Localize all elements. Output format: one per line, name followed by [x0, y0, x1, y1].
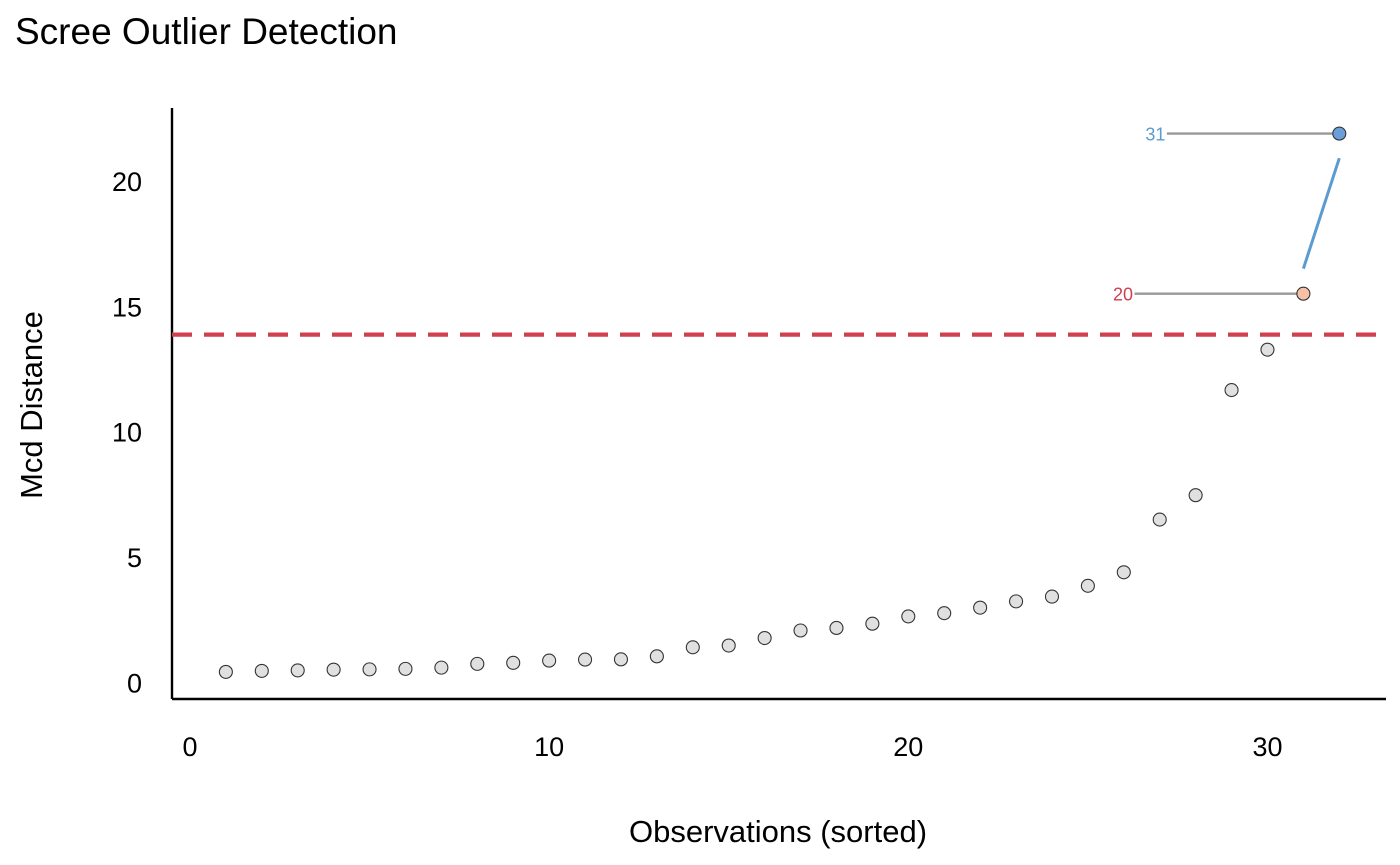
data-point	[901, 609, 916, 624]
data-point	[685, 640, 700, 655]
outlier-point	[1296, 286, 1311, 301]
data-point	[434, 660, 449, 675]
data-point	[1009, 594, 1024, 609]
data-point	[649, 649, 664, 664]
data-point	[1224, 383, 1239, 398]
y-tick-label: 20	[112, 167, 142, 197]
x-tick-label: 0	[182, 732, 197, 762]
data-point	[973, 600, 988, 615]
data-point	[577, 652, 593, 667]
data-point	[757, 630, 772, 646]
data-point	[218, 664, 233, 679]
data-point	[398, 661, 413, 676]
x-axis-title: Observations (sorted)	[629, 814, 927, 849]
data-point	[829, 620, 844, 636]
data-point	[1152, 512, 1167, 527]
y-tick-labels: 0 5 10 15 20	[112, 167, 142, 699]
x-tick-label: 10	[534, 732, 564, 762]
data-point	[542, 653, 557, 668]
data-point	[937, 606, 952, 621]
data-point	[1260, 342, 1275, 357]
y-tick-label: 0	[127, 669, 142, 699]
axes	[170, 108, 1386, 701]
data-point	[1080, 578, 1095, 593]
x-tick-label: 20	[893, 732, 923, 762]
y-tick-label: 10	[112, 418, 142, 448]
outlier-label: 20	[1113, 285, 1133, 305]
y-tick-label: 15	[112, 292, 142, 322]
outlier-label: 31	[1145, 125, 1165, 145]
data-point	[470, 656, 485, 671]
outlier-point	[1332, 126, 1347, 141]
data-point	[721, 638, 736, 653]
data-point	[1044, 589, 1060, 604]
y-axis-title: Mcd Distance	[14, 311, 49, 499]
data-point	[290, 663, 305, 678]
data-point	[865, 616, 880, 631]
data-point	[362, 662, 377, 677]
points-layer	[218, 126, 1347, 679]
data-point	[1188, 488, 1203, 503]
x-tick-labels: 0 10 20 30	[182, 732, 1282, 762]
y-tick-label: 5	[127, 543, 142, 573]
data-point	[254, 663, 269, 678]
data-point	[793, 623, 808, 638]
data-point	[326, 662, 341, 677]
data-point	[613, 652, 629, 667]
x-tick-label: 30	[1252, 732, 1282, 762]
data-point	[506, 655, 521, 670]
data-point	[1116, 565, 1131, 580]
chart-title: Scree Outlier Detection	[15, 11, 398, 52]
outlier-connector-line	[1301, 157, 1341, 270]
